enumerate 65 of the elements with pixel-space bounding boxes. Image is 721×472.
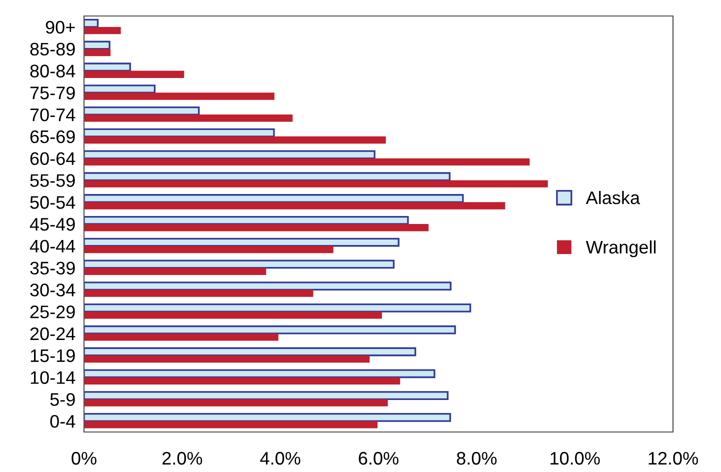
legend-label: Wrangell [586, 240, 656, 258]
bar [84, 282, 452, 291]
bar [84, 238, 400, 247]
y-tick-label: 60-64 [30, 152, 76, 166]
legend-label: Alaska [586, 190, 640, 204]
y-tick-label: 65-69 [30, 130, 75, 144]
bar [84, 84, 156, 94]
y-tick-label: 55-59 [30, 174, 75, 187]
bar [84, 421, 378, 428]
bar [84, 216, 409, 225]
bar [84, 333, 278, 341]
bar [84, 158, 530, 166]
y-tick-label: 30-34 [30, 284, 76, 296]
y-tick-label: 85-89 [30, 42, 75, 56]
bar [84, 268, 266, 276]
bar [84, 260, 395, 269]
bar [84, 150, 376, 160]
bar [84, 347, 416, 356]
bar [84, 114, 293, 122]
bar [84, 70, 184, 78]
y-tick-label: 20-24 [30, 327, 76, 340]
y-tick-label: 25-29 [30, 306, 75, 318]
bar [84, 304, 472, 312]
bar [84, 312, 382, 319]
bar [84, 92, 274, 100]
bar [84, 412, 451, 422]
x-tick-label: 10.0% [550, 452, 600, 465]
bar [84, 40, 110, 50]
y-tick-label: 15-19 [30, 349, 75, 362]
y-tick-label: 0-4 [50, 414, 76, 428]
y-tick-label: 35-39 [30, 262, 75, 275]
x-tick-label: 8.0% [456, 452, 497, 465]
bar [84, 399, 388, 406]
x-tick-label: 6.0% [358, 452, 398, 465]
bar [84, 62, 131, 72]
x-tick-label: 4.0% [260, 452, 300, 465]
y-tick-label: 5-9 [50, 393, 75, 406]
bar [84, 290, 314, 297]
bar [84, 48, 111, 56]
bar [84, 377, 400, 384]
bar [84, 26, 121, 34]
y-tick-label: 90+ [46, 20, 75, 34]
bar [84, 172, 451, 182]
y-tick-label: 40-44 [30, 240, 76, 253]
bar [84, 224, 429, 232]
bar [84, 136, 386, 144]
bar [84, 246, 334, 254]
bar [84, 369, 436, 378]
x-tick-label: 2.0% [162, 452, 202, 465]
bar [84, 194, 464, 203]
x-tick-label: 12.0% [648, 452, 698, 465]
bar [84, 180, 548, 188]
bar [84, 355, 370, 363]
bar [84, 106, 200, 116]
y-tick-label: 45-49 [30, 218, 75, 231]
y-tick-label: 80-84 [30, 64, 76, 78]
y-tick-label: 50-54 [30, 196, 76, 209]
y-tick-label: 10-14 [30, 371, 76, 384]
bar [84, 128, 275, 138]
bar [84, 391, 449, 400]
x-tick-label: 0% [72, 452, 96, 465]
y-tick-label: 70-74 [30, 108, 76, 122]
bar [84, 202, 506, 210]
bar [84, 325, 456, 334]
y-tick-label: 75-79 [30, 86, 75, 100]
